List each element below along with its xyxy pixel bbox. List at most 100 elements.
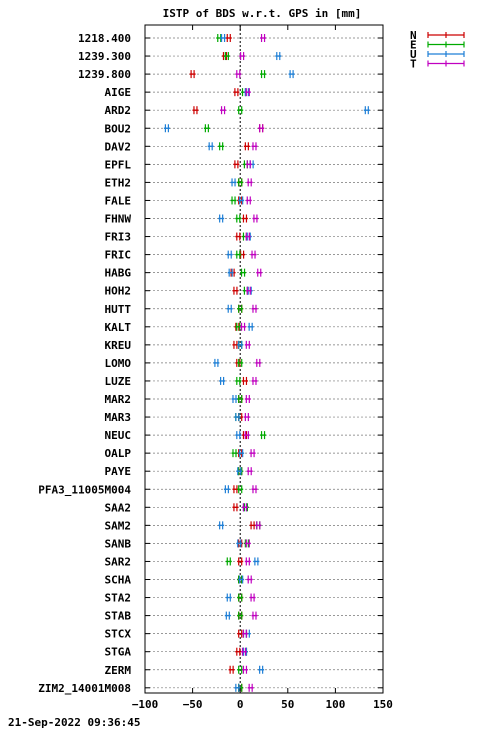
station-label: KREU bbox=[105, 339, 132, 352]
station-label: FRI3 bbox=[105, 231, 132, 244]
station-label: ZERM bbox=[105, 664, 132, 677]
station-label: 1239.800 bbox=[78, 68, 131, 81]
point-t bbox=[255, 358, 262, 367]
point-t bbox=[244, 88, 251, 97]
point-t bbox=[244, 340, 251, 349]
point-u bbox=[234, 413, 241, 422]
point-t bbox=[239, 52, 246, 61]
point-n bbox=[235, 232, 242, 241]
point-u bbox=[231, 395, 238, 403]
point-u bbox=[238, 575, 245, 584]
point-t bbox=[255, 521, 262, 530]
point-u bbox=[253, 557, 260, 566]
point-n bbox=[233, 88, 240, 97]
point-t bbox=[249, 449, 256, 458]
station-label: KALT bbox=[105, 321, 132, 334]
point-n bbox=[232, 286, 239, 295]
station-label: EPFL bbox=[105, 158, 132, 171]
point-e bbox=[225, 557, 232, 566]
point-t bbox=[256, 268, 263, 277]
station-label: LUZE bbox=[105, 375, 132, 388]
point-u bbox=[218, 521, 225, 530]
point-e bbox=[260, 431, 267, 440]
point-n bbox=[225, 34, 232, 42]
mark-layer bbox=[163, 34, 370, 692]
point-n bbox=[189, 70, 196, 79]
point-e bbox=[260, 70, 267, 79]
point-t bbox=[258, 124, 265, 133]
station-label: SAA2 bbox=[105, 501, 132, 514]
point-e bbox=[240, 268, 247, 277]
station-label: LOMO bbox=[105, 357, 132, 370]
point-u bbox=[247, 322, 254, 331]
point-t bbox=[245, 160, 252, 169]
point-t bbox=[243, 413, 250, 422]
point-t bbox=[245, 196, 252, 205]
footer-timestamp: 21-Sep-2022 09:36:45 bbox=[8, 716, 140, 729]
point-u bbox=[238, 196, 245, 205]
point-u bbox=[163, 124, 170, 133]
x-axis: −100 −50 0 50 100 150 bbox=[132, 24, 393, 711]
point-u bbox=[288, 70, 295, 79]
point-t bbox=[252, 214, 259, 223]
point-u bbox=[258, 665, 265, 674]
chart-title: ISTP of BDS w.r.t. GPS in [mm] bbox=[163, 7, 362, 20]
point-u bbox=[213, 358, 220, 367]
legend-label: U bbox=[410, 48, 417, 61]
point-t bbox=[241, 503, 248, 512]
legend-entry-u: U bbox=[410, 48, 465, 61]
station-label: OALP bbox=[105, 447, 132, 460]
point-t bbox=[247, 683, 254, 692]
station-label: HABG bbox=[105, 267, 132, 280]
point-t bbox=[243, 431, 250, 440]
point-t bbox=[251, 485, 258, 494]
point-e bbox=[237, 611, 244, 620]
point-n bbox=[235, 647, 242, 656]
station-label: AIGE bbox=[105, 86, 132, 99]
point-n bbox=[232, 503, 239, 512]
point-e bbox=[237, 106, 244, 115]
point-u bbox=[238, 449, 245, 458]
station-label: ARD2 bbox=[105, 104, 132, 117]
point-e bbox=[218, 142, 225, 151]
x-tick-label: −100 bbox=[132, 698, 159, 711]
x-tick-label: −50 bbox=[183, 698, 203, 711]
station-label: PFA3_11005M004 bbox=[38, 483, 131, 496]
point-u bbox=[223, 485, 230, 494]
station-label: STGA bbox=[105, 646, 132, 659]
point-e bbox=[230, 196, 237, 205]
legend-entry-t: T bbox=[410, 58, 465, 71]
point-t bbox=[235, 70, 242, 79]
point-n bbox=[233, 160, 240, 169]
point-e bbox=[235, 250, 242, 259]
station-label: PAYE bbox=[105, 465, 132, 478]
plot-frame bbox=[144, 24, 384, 694]
legend-label: N bbox=[410, 29, 417, 42]
point-t bbox=[251, 611, 258, 620]
point-t bbox=[251, 142, 258, 151]
point-t bbox=[246, 575, 253, 584]
point-t bbox=[249, 593, 256, 602]
point-e bbox=[235, 214, 242, 223]
point-n bbox=[241, 376, 248, 385]
point-u bbox=[219, 376, 226, 385]
point-t bbox=[244, 539, 251, 548]
point-t bbox=[240, 322, 247, 331]
point-n bbox=[192, 106, 199, 115]
x-tick-label: 100 bbox=[325, 698, 345, 711]
point-t bbox=[241, 647, 248, 656]
point-n bbox=[243, 142, 250, 151]
station-label: SAM2 bbox=[105, 519, 132, 532]
point-u bbox=[236, 539, 243, 548]
point-t bbox=[246, 178, 253, 187]
station-label: FHNW bbox=[105, 213, 132, 226]
station-label: MAR2 bbox=[105, 393, 132, 406]
point-t bbox=[251, 304, 258, 313]
point-t bbox=[244, 232, 251, 241]
point-u bbox=[235, 431, 242, 440]
point-u bbox=[207, 142, 214, 151]
station-label: STAB bbox=[105, 610, 132, 623]
x-tick-label: 50 bbox=[281, 698, 294, 711]
point-e bbox=[237, 304, 244, 313]
point-u bbox=[220, 34, 227, 42]
